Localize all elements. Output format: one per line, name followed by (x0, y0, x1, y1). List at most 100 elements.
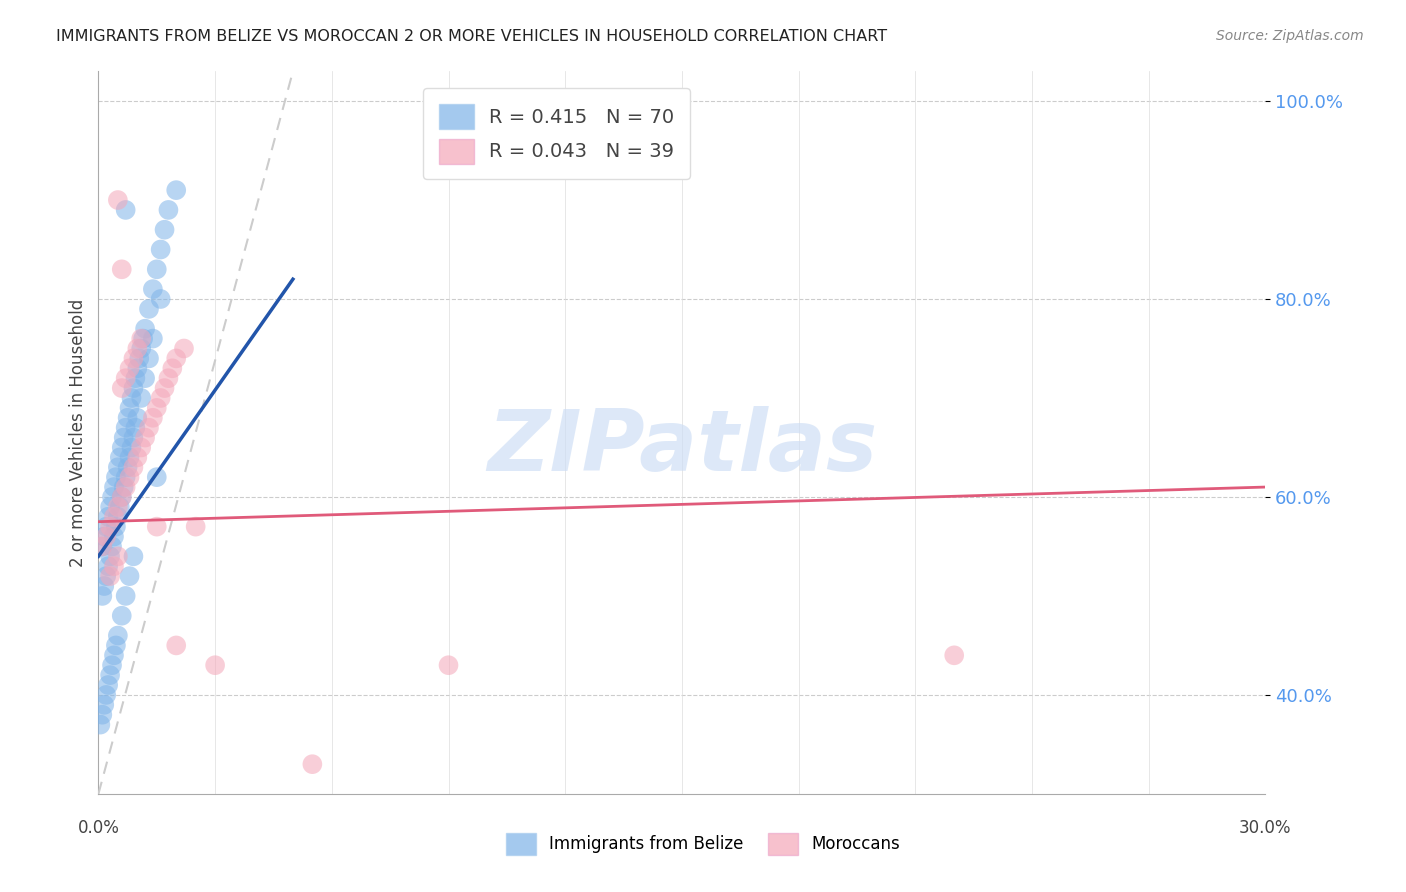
Point (117, 460, 139, 475)
Point (108, 450, 131, 465)
Point (114, 480, 136, 494)
Point (114, 371, 136, 385)
Point (204, 658, 226, 673)
Point (129, 332, 152, 346)
Point (98, 668, 121, 682)
Point (149, 243, 172, 257)
Point (122, 381, 145, 395)
Point (301, 757, 323, 772)
Point (114, 470, 136, 484)
Text: ZIPatlas: ZIPatlas (486, 406, 877, 489)
Point (943, 648, 966, 663)
Point (103, 480, 125, 494)
Point (111, 262, 134, 277)
Point (146, 470, 169, 484)
Point (149, 391, 172, 405)
Point (107, 193, 129, 207)
Point (114, 202, 136, 217)
Point (91, 540, 114, 554)
Point (114, 420, 136, 434)
Point (101, 490, 124, 504)
Point (111, 381, 134, 395)
Point (118, 401, 141, 415)
Point (149, 292, 172, 306)
Point (89, 717, 111, 731)
Point (107, 549, 129, 564)
Point (91, 589, 114, 603)
Point (138, 301, 160, 316)
Point (91, 707, 114, 722)
Text: IMMIGRANTS FROM BELIZE VS MOROCCAN 2 OR MORE VEHICLES IN HOUSEHOLD CORRELATION C: IMMIGRANTS FROM BELIZE VS MOROCCAN 2 OR … (56, 29, 887, 44)
Point (111, 441, 134, 455)
Point (129, 441, 152, 455)
Point (107, 500, 129, 514)
Point (104, 639, 127, 653)
Point (138, 420, 160, 434)
Point (132, 332, 155, 346)
Point (103, 509, 125, 524)
Point (111, 490, 134, 504)
Point (134, 431, 156, 445)
Point (101, 540, 124, 554)
Point (153, 381, 176, 395)
Point (93, 698, 115, 712)
Point (134, 321, 156, 335)
Point (96, 519, 118, 533)
Point (93, 579, 115, 593)
Point (97, 559, 120, 574)
Point (127, 342, 149, 356)
Point (118, 450, 141, 465)
Y-axis label: 2 or more Vehicles in Household: 2 or more Vehicles in Household (69, 299, 87, 566)
Point (146, 519, 169, 533)
Point (127, 450, 149, 465)
Point (118, 361, 141, 376)
Text: 0.0%: 0.0% (77, 819, 120, 837)
Point (122, 351, 145, 366)
Point (157, 371, 180, 385)
Point (96, 688, 118, 702)
Point (108, 500, 131, 514)
Point (97, 509, 120, 524)
Point (142, 332, 165, 346)
Point (112, 431, 135, 445)
Point (173, 342, 195, 356)
Point (157, 202, 180, 217)
Point (142, 410, 165, 425)
Point (142, 282, 165, 296)
Point (101, 658, 124, 673)
Point (162, 361, 184, 376)
Text: Source: ZipAtlas.com: Source: ZipAtlas.com (1216, 29, 1364, 43)
Point (134, 371, 156, 385)
Point (146, 262, 169, 277)
Point (118, 470, 141, 484)
Point (96, 569, 118, 583)
Point (96, 530, 118, 544)
Point (103, 648, 125, 663)
Point (103, 559, 125, 574)
Point (146, 401, 169, 415)
Point (122, 460, 145, 475)
Legend: Immigrants from Belize, Moroccans: Immigrants from Belize, Moroccans (499, 827, 907, 862)
Point (138, 351, 160, 366)
Point (103, 530, 125, 544)
Point (129, 391, 152, 405)
Point (117, 410, 139, 425)
Point (118, 569, 141, 583)
Point (107, 628, 129, 642)
Point (98, 519, 121, 533)
Legend: R = 0.415   N = 70, R = 0.043   N = 39: R = 0.415 N = 70, R = 0.043 N = 39 (423, 88, 690, 179)
Point (127, 361, 149, 376)
Point (121, 441, 143, 455)
Point (127, 410, 149, 425)
Point (114, 589, 136, 603)
Point (98, 569, 121, 583)
Point (122, 549, 145, 564)
Point (165, 183, 187, 197)
Point (165, 639, 187, 653)
Point (153, 223, 176, 237)
Point (129, 342, 152, 356)
Point (104, 470, 127, 484)
Point (184, 519, 207, 533)
Point (97, 678, 120, 692)
Point (98, 549, 121, 564)
